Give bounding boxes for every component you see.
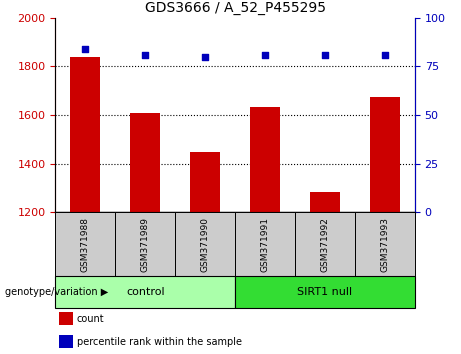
- Text: GSM371992: GSM371992: [320, 217, 330, 272]
- Bar: [59, 335, 73, 348]
- Point: [142, 52, 149, 57]
- Text: genotype/variation ▶: genotype/variation ▶: [5, 287, 108, 297]
- Bar: [235, 212, 295, 276]
- Bar: [55, 276, 235, 308]
- Point: [82, 46, 89, 52]
- Bar: [70, 57, 100, 212]
- Bar: [190, 152, 220, 212]
- Bar: [310, 192, 340, 212]
- Text: GSM371993: GSM371993: [380, 217, 390, 272]
- Bar: [59, 312, 73, 325]
- Text: percentile rank within the sample: percentile rank within the sample: [77, 337, 242, 347]
- Text: control: control: [126, 287, 165, 297]
- Bar: [235, 276, 415, 308]
- Point: [321, 52, 329, 57]
- Bar: [370, 97, 400, 212]
- Point: [201, 54, 209, 59]
- Title: GDS3666 / A_52_P455295: GDS3666 / A_52_P455295: [145, 1, 325, 15]
- Bar: [115, 212, 175, 276]
- Bar: [250, 107, 280, 212]
- Bar: [355, 212, 415, 276]
- Text: GSM371988: GSM371988: [81, 217, 90, 272]
- Bar: [295, 212, 355, 276]
- Bar: [55, 212, 115, 276]
- Text: GSM371990: GSM371990: [201, 217, 210, 272]
- Text: count: count: [77, 314, 105, 324]
- Text: SIRT1 null: SIRT1 null: [297, 287, 353, 297]
- Point: [381, 52, 389, 57]
- Point: [261, 52, 269, 57]
- Text: GSM371991: GSM371991: [260, 217, 270, 272]
- Bar: [130, 113, 160, 212]
- Bar: [175, 212, 235, 276]
- Text: GSM371989: GSM371989: [141, 217, 150, 272]
